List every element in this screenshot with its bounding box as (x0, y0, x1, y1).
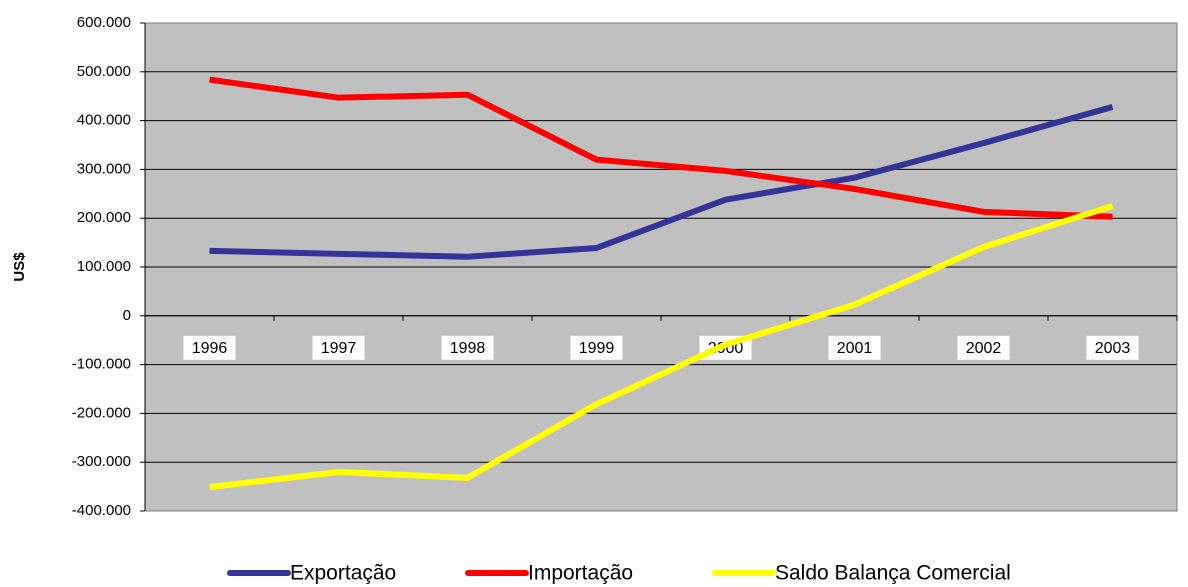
legend-label: Saldo Balança Comercial (775, 562, 1011, 585)
y-tick-label: 600.000 (77, 14, 131, 31)
y-tick-label: 400.000 (77, 112, 131, 129)
y-tick-label: 100.000 (77, 258, 131, 275)
x-tick-label: 2002 (966, 340, 1002, 357)
x-label-box (570, 335, 623, 360)
y-tick-label: 500.000 (77, 63, 131, 80)
legend-label: Importação (528, 562, 633, 585)
x-label-box (957, 335, 1010, 360)
y-tick-label: 300.000 (77, 160, 131, 177)
x-label-box (183, 335, 236, 360)
x-label-box (1086, 335, 1139, 360)
x-tick-label: 1996 (192, 340, 228, 357)
x-tick-label: 2003 (1095, 340, 1131, 357)
x-tick-label: 1997 (321, 340, 357, 357)
y-tick-label: -100.000 (72, 356, 131, 373)
y-tick-label: -200.000 (72, 404, 131, 421)
y-tick-label: -400.000 (72, 502, 131, 519)
y-axis-label: US$ (11, 252, 28, 282)
series-line (209, 203, 1114, 491)
x-tick-label: 1999 (579, 340, 615, 357)
legend-label: Exportação (290, 562, 396, 585)
y-tick-label: 0 (123, 307, 131, 324)
x-label-box (828, 335, 881, 360)
series-line (209, 104, 1114, 260)
x-label-box (441, 335, 494, 360)
series-line (209, 76, 1113, 220)
y-tick-label: -300.000 (72, 453, 131, 470)
y-tick-label: 200.000 (77, 209, 131, 226)
x-tick-label: 2001 (837, 340, 873, 357)
x-tick-label: 1998 (450, 340, 486, 357)
x-label-box (312, 335, 365, 360)
